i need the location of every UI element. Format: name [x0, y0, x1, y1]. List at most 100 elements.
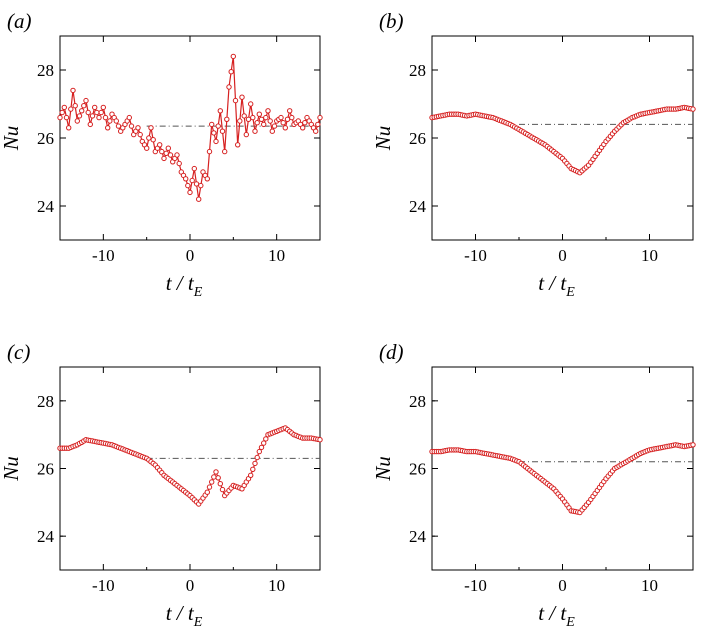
series-line	[59, 56, 321, 200]
data-point	[254, 454, 260, 461]
data-point	[94, 109, 100, 116]
data-point	[252, 128, 258, 134]
data-point	[206, 484, 213, 490]
data-point	[243, 131, 250, 138]
data-point	[230, 53, 237, 60]
y-tick-label: 26	[409, 129, 426, 148]
data-point	[226, 84, 232, 90]
data-point	[252, 460, 258, 467]
data-point	[204, 489, 211, 495]
chart-panel-4: (d) -10 0 10 24 26 28 t / tE Nu	[371, 340, 696, 630]
data-point	[198, 182, 204, 189]
data-point	[113, 118, 120, 124]
data-point	[159, 148, 165, 155]
data-point	[105, 125, 111, 131]
x-tick-label: -10	[92, 576, 115, 595]
data-point	[57, 114, 63, 121]
data-point	[271, 123, 278, 129]
data-point	[81, 103, 87, 109]
data-point	[209, 121, 215, 128]
data-point	[250, 114, 256, 121]
data-point	[66, 125, 72, 131]
data-point	[96, 114, 102, 121]
data-point	[284, 116, 291, 123]
y-tick-label: 28	[37, 61, 54, 80]
data-point	[256, 448, 262, 455]
data-point	[204, 176, 211, 182]
data-point	[63, 114, 70, 121]
x-axis-label: t / tE	[166, 601, 203, 630]
data-point	[209, 479, 215, 485]
axes-frame	[431, 366, 694, 571]
data-point	[287, 108, 293, 114]
data-point	[245, 116, 252, 123]
x-axis-label-subscript: E	[193, 285, 203, 300]
data-point	[690, 442, 696, 448]
data-point	[317, 437, 323, 443]
data-point	[59, 109, 65, 116]
data-point	[317, 114, 323, 121]
chart-panel-3: (c) -10 0 10 24 26 28 t / tE Nu	[0, 340, 323, 630]
y-tick-label: 28	[37, 392, 54, 411]
data-point	[83, 97, 89, 104]
data-point	[228, 69, 234, 75]
data-point	[258, 444, 265, 451]
data-point	[163, 150, 169, 157]
data-point	[267, 118, 273, 124]
data-point	[239, 94, 245, 100]
y-axis-label: Nu	[0, 456, 23, 482]
data-point	[278, 114, 284, 121]
data-point	[61, 104, 68, 111]
x-tick-label: 10	[641, 246, 658, 265]
data-point	[167, 152, 174, 158]
data-point	[87, 121, 94, 128]
data-point	[196, 196, 202, 202]
data-point	[219, 128, 226, 134]
x-axis-label: t / tE	[538, 271, 575, 300]
data-point	[74, 118, 81, 124]
x-tick-label: 0	[558, 576, 567, 595]
data-point	[690, 106, 696, 112]
panel-label: (c)	[7, 340, 30, 364]
data-point	[232, 97, 239, 104]
data-point	[191, 165, 198, 172]
data-point	[241, 113, 247, 119]
panel-label: (a)	[7, 9, 32, 33]
data-point	[282, 125, 288, 131]
data-point	[248, 101, 254, 107]
data-point	[263, 114, 269, 121]
y-tick-label: 26	[409, 460, 426, 479]
data-point	[254, 120, 260, 126]
data-point	[211, 130, 217, 136]
y-tick-label: 28	[409, 392, 426, 411]
x-tick-label: -10	[464, 576, 487, 595]
data-point	[289, 114, 295, 121]
data-point	[217, 108, 224, 114]
data-point	[213, 138, 219, 145]
x-tick-label: 0	[186, 576, 195, 595]
y-tick-label: 24	[37, 527, 55, 546]
y-tick-label: 24	[37, 197, 55, 216]
data-point	[315, 121, 321, 128]
x-tick-label: 10	[268, 576, 285, 595]
y-tick-label: 24	[409, 527, 427, 546]
data-point	[144, 145, 150, 151]
data-point	[115, 123, 122, 129]
data-point	[137, 131, 143, 138]
x-axis-label: t / tE	[166, 271, 203, 300]
data-point	[161, 155, 167, 162]
data-point	[68, 106, 74, 112]
x-axis-label: t / tE	[538, 601, 575, 630]
data-point	[89, 113, 96, 119]
y-tick-label: 28	[409, 61, 426, 80]
data-point	[187, 189, 193, 196]
panel-label: (d)	[379, 340, 404, 364]
data-point	[157, 142, 163, 148]
y-axis-label: Nu	[0, 126, 23, 152]
data-point	[261, 440, 267, 446]
data-point	[165, 145, 172, 151]
data-point	[213, 469, 219, 475]
x-axis-label-subscript: E	[565, 285, 575, 300]
y-tick-label: 26	[37, 129, 54, 148]
data-point	[135, 125, 141, 131]
